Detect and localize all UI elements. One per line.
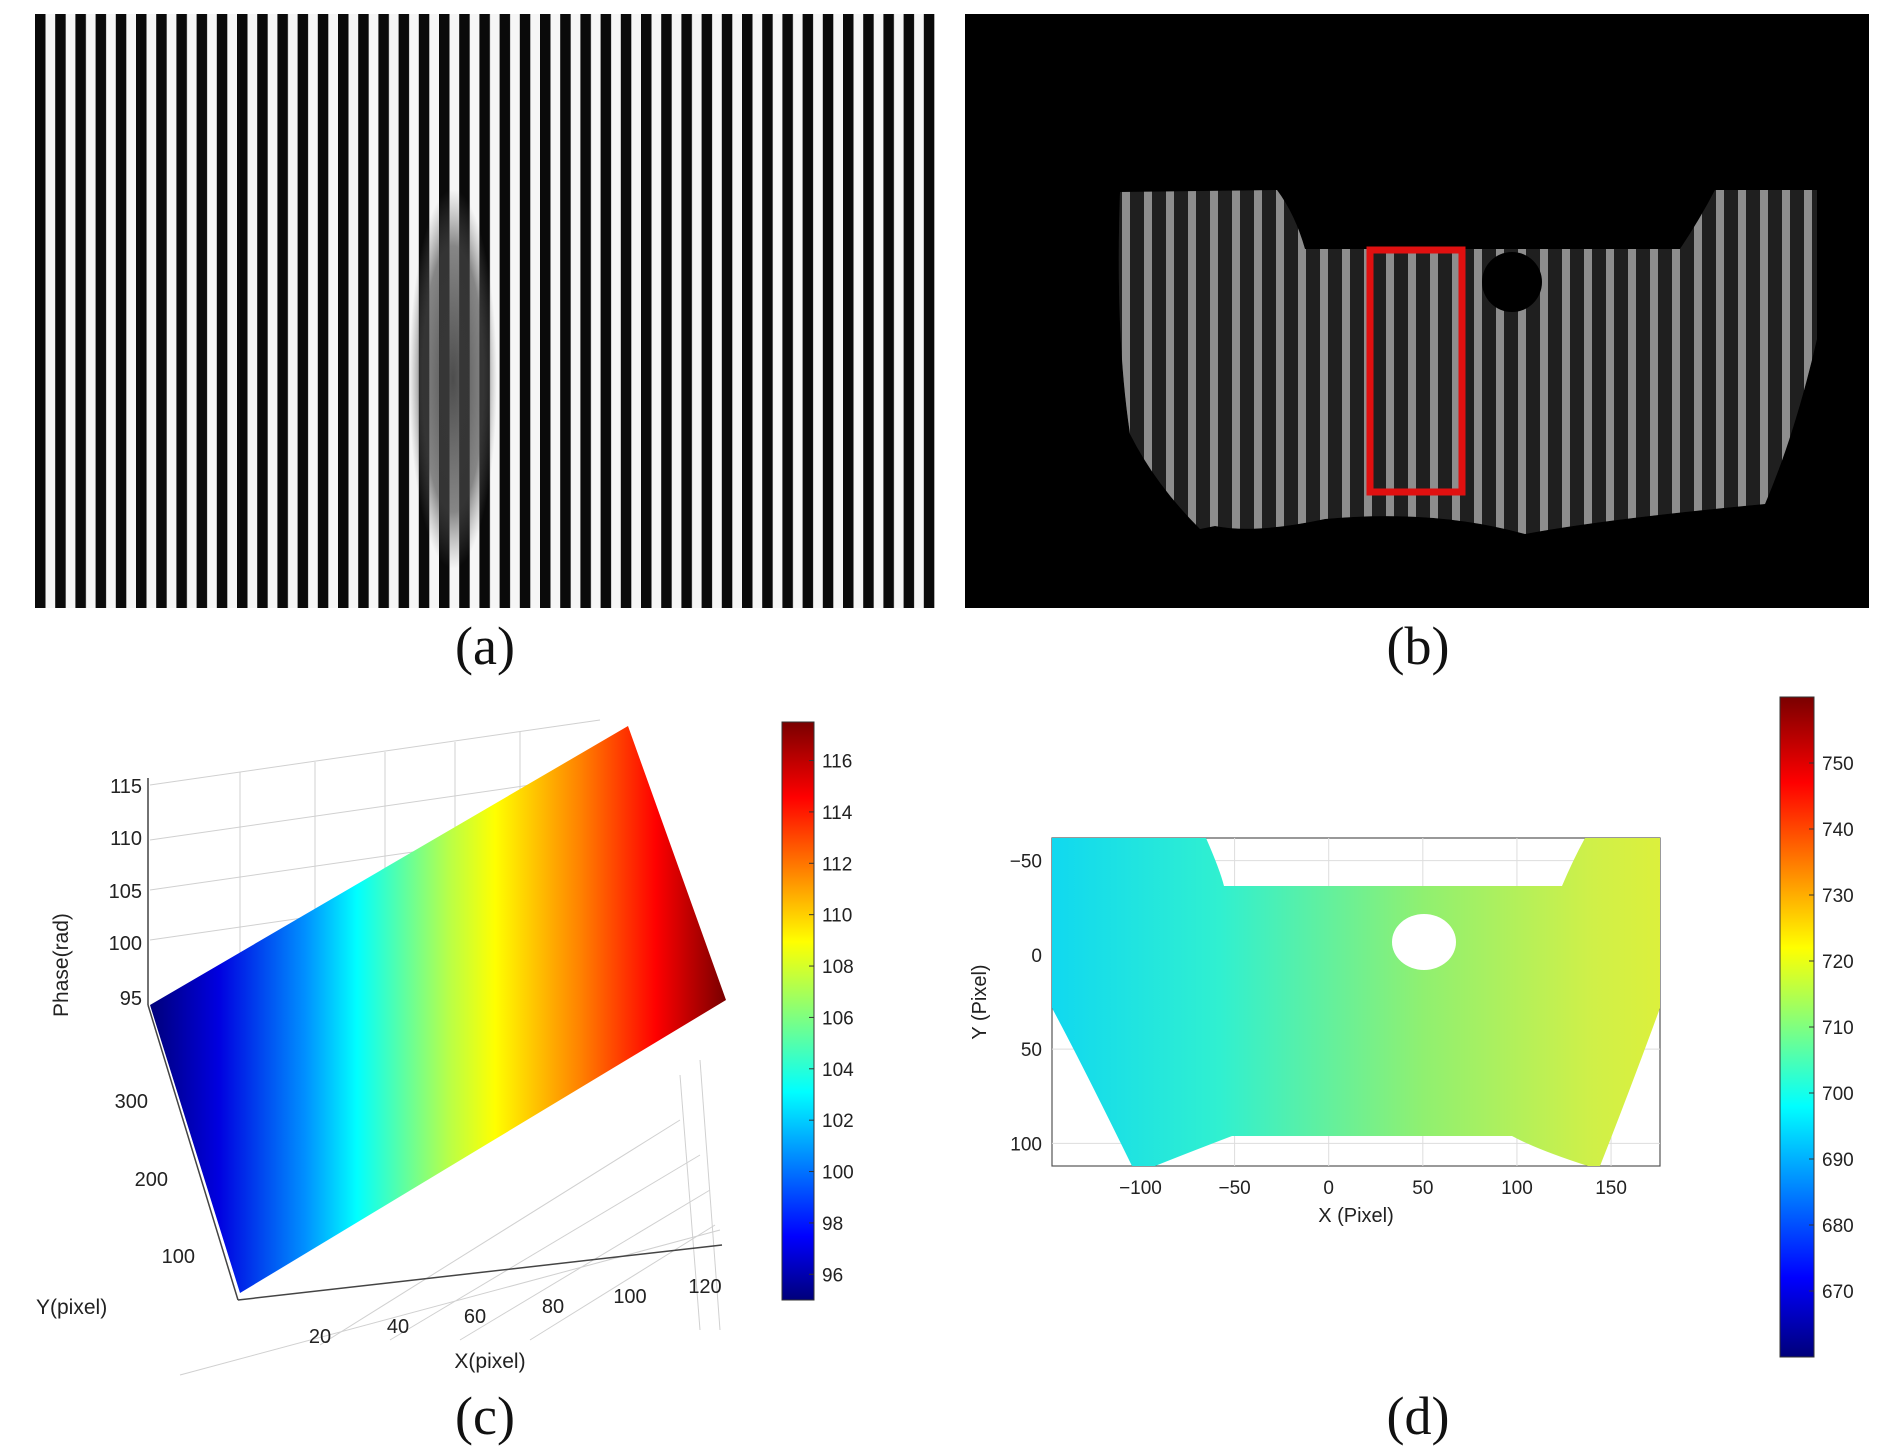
colorbar-tick-label: 730 [1822,886,1854,907]
y-axis-label: Y (Pixel) [969,964,991,1039]
z-tick-label: 95 [120,988,142,1010]
caption-c: (c) [455,1386,515,1446]
colorbar-tick-label: 112 [822,854,852,875]
colorbar-c-ticks: 96 98 100 102 104 106 108 110 112 114 116 [809,752,854,1286]
panel-b [965,14,1869,608]
colorbar-tick-label: 680 [1822,1216,1854,1237]
y-tick-labels-d: −50 0 50 100 [1010,852,1042,1156]
y-tick-label: 0 [1031,946,1042,967]
x-tick-label: 40 [387,1316,409,1338]
colorbar-tick-label: 96 [822,1265,843,1286]
y-axis-label: Y(pixel) [36,1296,107,1319]
colorbar-tick-label: 670 [1822,1282,1854,1303]
colorbar-tick-label: 700 [1822,1084,1854,1105]
colorbar-tick-label: 116 [822,752,852,773]
x-tick-label: 80 [542,1296,564,1318]
z-tick-label: 115 [110,776,142,798]
x-tick-label: −100 [1119,1178,1162,1199]
colorbar-tick-label: 108 [822,957,854,978]
y-tick-label: 50 [1021,1040,1042,1061]
colorbar-tick-label: 720 [1822,952,1854,973]
colorbar-tick-label: 750 [1822,754,1854,775]
colorbar-tick-label: 710 [1822,1018,1854,1039]
colorbar-tick-label: 690 [1822,1150,1854,1171]
x-tick-labels-d: −100 −50 0 50 100 150 [1119,1178,1627,1199]
x-tick-label: 20 [309,1326,331,1348]
z-tick-label: 100 [109,933,142,955]
caption-b: (b) [1386,616,1450,676]
x-tick-labels: 20 40 60 80 100 120 [309,1276,722,1348]
x-tick-label: 50 [1412,1178,1433,1199]
y-tick-label: −50 [1010,852,1042,873]
x-tick-label: 100 [1501,1178,1533,1199]
z-tick-label: 105 [109,881,142,903]
z-axis-label: Phase(rad) [50,913,73,1017]
y-tick-label: 100 [162,1246,195,1268]
z-tick-label: 110 [110,828,142,850]
colorbar-tick-label: 114 [822,803,853,824]
hole [1392,914,1456,970]
caption-d: (d) [1386,1386,1450,1446]
colorbar-tick-label: 104 [822,1060,854,1081]
colorbar-tick-label: 100 [822,1163,854,1184]
y-tick-label: 100 [1010,1134,1042,1155]
colorbar-tick-label: 110 [822,906,852,927]
panel-d: −100 −50 0 50 100 150 −50 0 50 100 X (Pixel) Y (… [940,690,1890,1370]
defect-stain [409,189,497,569]
x-tick-label: 60 [464,1306,486,1328]
phase-surface [150,726,726,1293]
x-axis-label: X(pixel) [454,1350,525,1373]
colorbar-tick-label: 106 [822,1008,854,1029]
y-tick-label: 200 [135,1169,168,1191]
x-tick-label: 0 [1323,1178,1334,1199]
part-surface [1052,838,1660,1166]
axes [147,778,723,1301]
hole [1482,252,1542,312]
heatmap-chart: −100 −50 0 50 100 150 −50 0 50 100 X (Pixel) Y (… [969,696,1854,1358]
colorbar-tick-label: 102 [822,1111,854,1132]
region-of-interest-box [1366,246,1466,496]
fringe-image-a [35,14,935,608]
x-tick-label: −50 [1218,1178,1250,1199]
x-tick-label: 100 [613,1286,646,1308]
y-tick-labels: 300 200 100 [115,1091,195,1268]
x-axis-label: X (Pixel) [1318,1205,1394,1227]
colorbar-d-ticks: 670 680 690 700 710 720 730 740 750 [1809,754,1854,1303]
fringe-image-b [965,14,1869,608]
panel-c: 95 100 105 110 115 Phase(rad) 300 200 10… [0,700,900,1380]
x-tick-label: 150 [1595,1178,1627,1199]
phase-surface-chart: 95 100 105 110 115 Phase(rad) 300 200 10… [36,719,854,1376]
panel-a [35,14,935,608]
caption-a: (a) [455,616,515,676]
colorbar-d [1779,696,1815,1358]
z-tick-labels: 95 100 105 110 115 [109,776,142,1010]
y-tick-label: 300 [115,1091,148,1113]
colorbar-c [781,721,815,1301]
colorbar-tick-label: 98 [822,1214,843,1235]
colorbar-tick-label: 740 [1822,820,1854,841]
x-tick-label: 120 [688,1276,721,1298]
